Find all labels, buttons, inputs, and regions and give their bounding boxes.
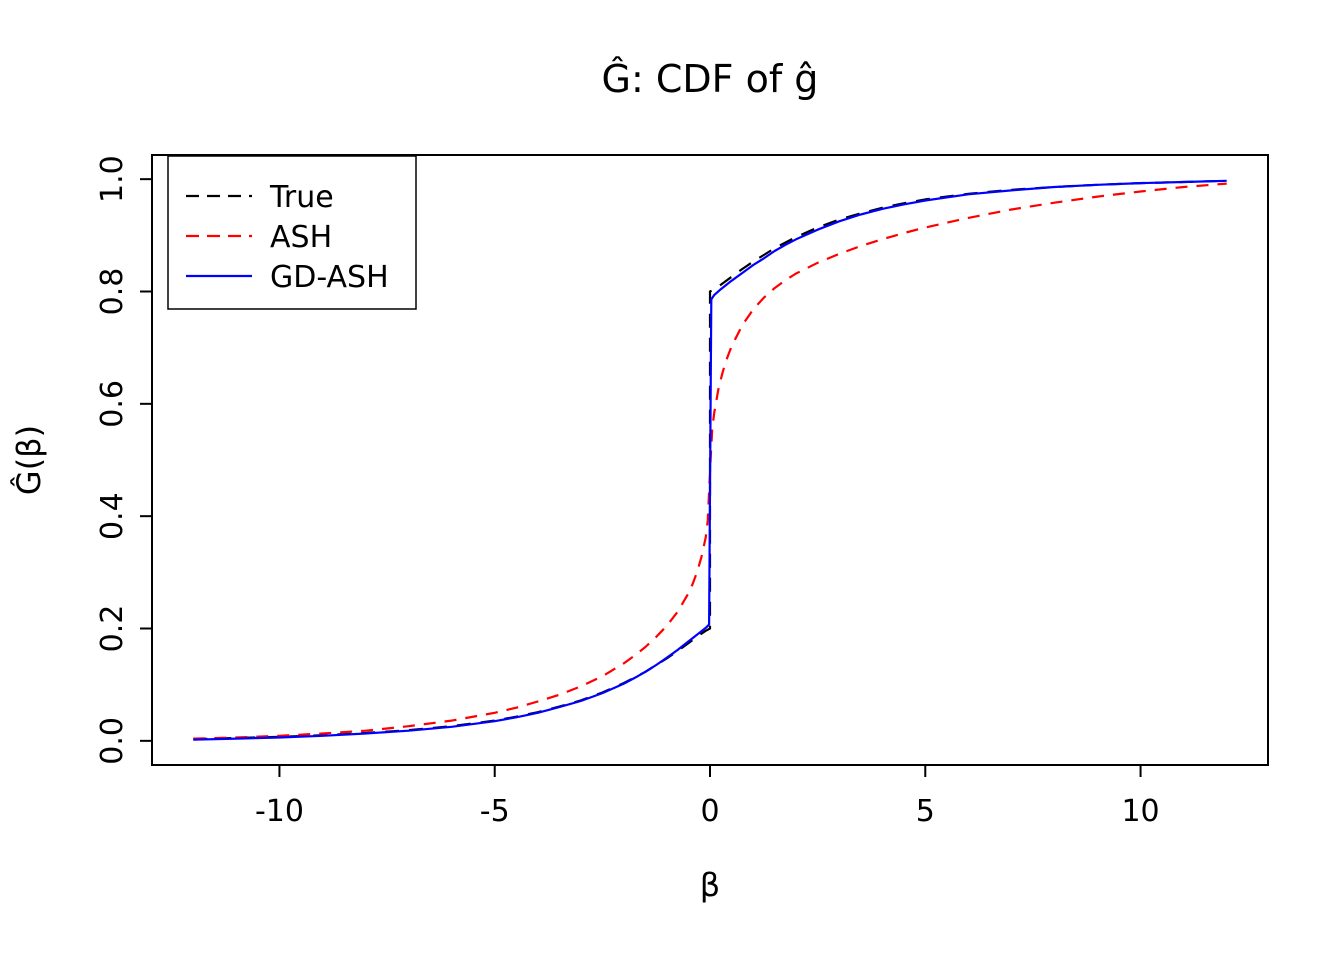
y-tick-label: 0.6 bbox=[95, 380, 130, 428]
x-tick-label: 10 bbox=[1121, 794, 1159, 829]
legend-label-ash: ASH bbox=[270, 220, 332, 255]
x-tick-label: -5 bbox=[480, 794, 510, 829]
series-line-ash bbox=[193, 182, 1227, 740]
series-layer bbox=[193, 179, 1227, 741]
legend: True ASH GD-ASH bbox=[167, 155, 417, 310]
y-axis-label: Ĝ(β) bbox=[9, 425, 48, 495]
x-tick-label: 0 bbox=[700, 794, 719, 829]
x-tick-label: 5 bbox=[916, 794, 935, 829]
y-tick-label: 1.0 bbox=[95, 155, 130, 203]
y-tick-label: 0.4 bbox=[95, 492, 130, 540]
legend-box bbox=[167, 155, 417, 310]
x-tick-label: -10 bbox=[255, 794, 304, 829]
y-tick-label: 0.2 bbox=[95, 605, 130, 653]
legend-label-gd-ash: GD-ASH bbox=[270, 260, 389, 295]
axes-layer: -10 -5 0 5 10 0.0 0.2 0.4 0.6 0.8 1.0 bbox=[95, 154, 1269, 829]
series-line-gd-ash bbox=[193, 179, 1227, 741]
y-tick-label: 0.0 bbox=[95, 717, 130, 765]
x-axis-label: β bbox=[700, 866, 720, 904]
legend-label-true: True bbox=[269, 180, 334, 215]
y-tick-label: 0.8 bbox=[95, 268, 130, 316]
chart-title: Ĝ: CDF of ĝ bbox=[602, 57, 819, 101]
